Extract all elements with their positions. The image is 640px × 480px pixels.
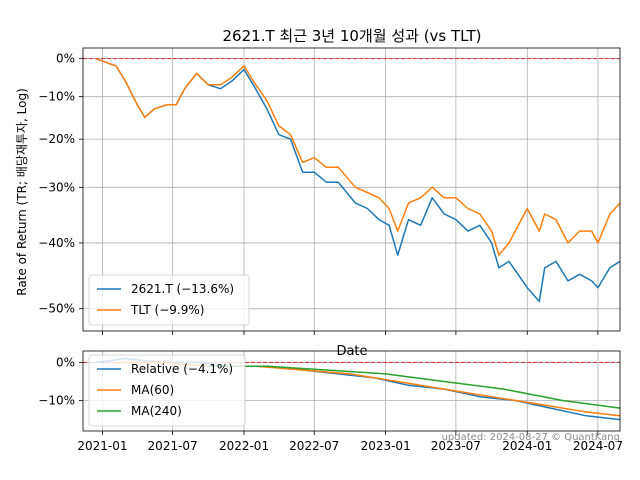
chart-title: 2621.T 최근 3년 10개월 성과 (vs TLT) xyxy=(223,27,482,45)
top-y-tick-label: −40% xyxy=(38,236,75,250)
x-tick-label: 2023-07 xyxy=(431,439,481,453)
bottom-legend-label: MA(60) xyxy=(131,383,174,397)
bottom-axes: 0% −10% 2021-01 2021-07 2022-01 2022-07 2023-0… xyxy=(38,350,623,453)
bottom-y-tick-label: 0% xyxy=(56,355,75,369)
bottom-legend: Relative (−4.1%) MA(60) MA(240) xyxy=(88,354,246,427)
x-axis-label: Date xyxy=(336,344,367,359)
bottom-y-tick-label: −10% xyxy=(38,394,75,408)
top-legend: 2621.T (−13.6%) TLT (−9.9%) xyxy=(88,274,250,326)
top-y-tick-label: 0% xyxy=(56,52,75,66)
bottom-series-line xyxy=(208,365,621,409)
top-legend-box xyxy=(88,274,250,326)
top-axes: 0% −10% −20% −30% −40% −50% xyxy=(38,47,621,335)
x-tick-label: 2023-01 xyxy=(361,439,411,453)
x-tick-label: 2024-07 xyxy=(573,439,623,453)
x-tick-label: 2021-07 xyxy=(148,439,198,453)
top-series-line xyxy=(95,57,621,303)
y-axis-label: Rate of Return (TR; 배당재투자, Log) xyxy=(15,88,29,296)
top-plot-frame xyxy=(82,47,621,332)
top-legend-label: 2621.T (−13.6%) xyxy=(131,282,234,296)
top-grid xyxy=(83,48,620,331)
bottom-legend-box xyxy=(88,354,246,427)
top-y-tick-label: −30% xyxy=(38,180,75,194)
top-series-line xyxy=(95,57,621,256)
watermark: updated: 2024-08-27 © QuantKang xyxy=(442,432,620,443)
x-tick-label: 2022-07 xyxy=(289,439,339,453)
top-y-tick-label: −20% xyxy=(38,132,75,146)
top-y-tick-label: −50% xyxy=(38,302,75,316)
x-tick-label: 2022-01 xyxy=(219,439,269,453)
top-legend-label: TLT (−9.9%) xyxy=(130,303,204,317)
bottom-plot-frame xyxy=(82,350,621,432)
bottom-legend-label: Relative (−4.1%) xyxy=(131,362,233,376)
x-tick-label: 2024-01 xyxy=(502,439,552,453)
top-y-tick-label: −10% xyxy=(38,90,75,104)
x-tick-label: 2021-01 xyxy=(77,439,127,453)
bottom-legend-label: MA(240) xyxy=(131,404,182,418)
top-series-group xyxy=(83,57,621,303)
